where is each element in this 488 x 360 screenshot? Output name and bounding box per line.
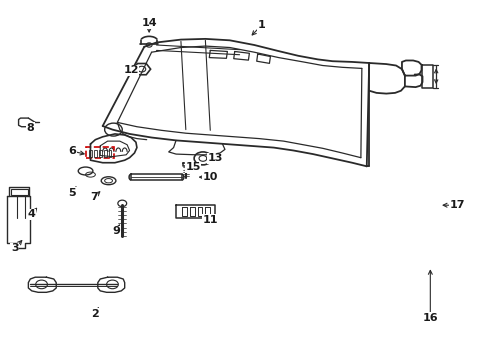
Text: 9: 9 bbox=[112, 226, 120, 236]
Text: 5: 5 bbox=[68, 188, 76, 198]
Text: 12: 12 bbox=[123, 65, 139, 75]
Bar bbox=[108, 150, 111, 157]
Bar bbox=[94, 150, 97, 157]
Text: 14: 14 bbox=[141, 18, 157, 28]
Text: 6: 6 bbox=[68, 146, 76, 156]
Text: 1: 1 bbox=[257, 20, 265, 30]
Text: 13: 13 bbox=[207, 153, 223, 163]
Text: 8: 8 bbox=[26, 123, 34, 133]
Bar bbox=[99, 150, 102, 157]
Text: 15: 15 bbox=[185, 162, 201, 172]
Text: 7: 7 bbox=[90, 192, 98, 202]
Text: 10: 10 bbox=[202, 172, 218, 182]
Text: 2: 2 bbox=[91, 309, 99, 319]
Bar bbox=[103, 150, 106, 157]
Text: 16: 16 bbox=[422, 312, 437, 323]
Text: 4: 4 bbox=[28, 209, 36, 219]
Text: 11: 11 bbox=[202, 215, 218, 225]
Bar bbox=[85, 147, 114, 158]
Bar bbox=[89, 150, 92, 157]
Text: 3: 3 bbox=[11, 243, 19, 253]
Text: 17: 17 bbox=[448, 200, 464, 210]
Bar bbox=[11, 189, 28, 195]
